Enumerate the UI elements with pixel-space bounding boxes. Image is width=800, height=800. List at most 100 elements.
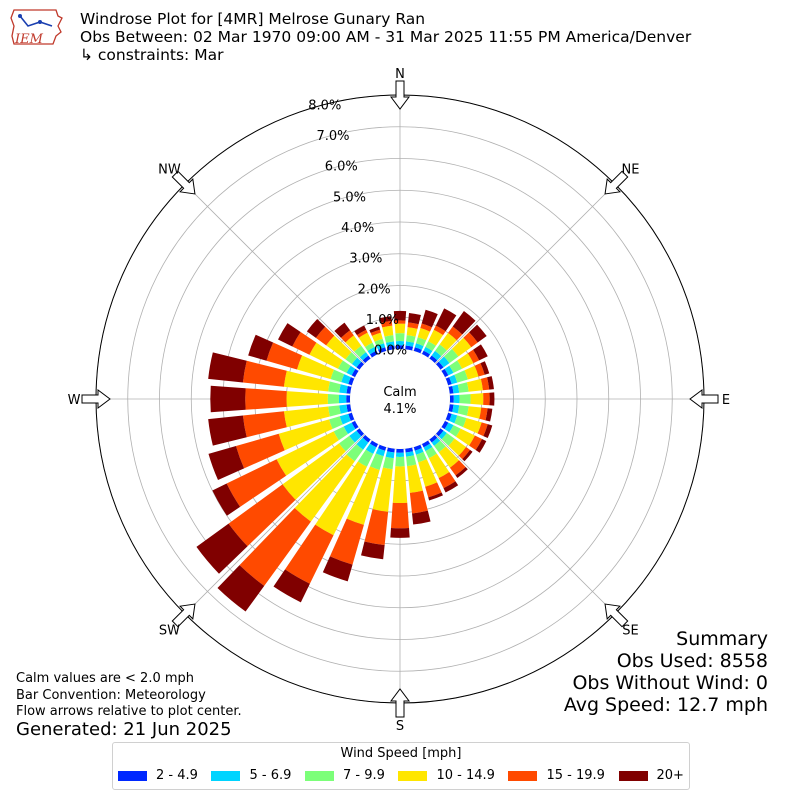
- wind-bar-segment: [354, 345, 366, 358]
- legend-title: Wind Speed [mph]: [340, 746, 462, 761]
- wind-bar-segment: [210, 385, 246, 413]
- wind-bar-segment: [346, 466, 380, 525]
- wind-bar-segment: [356, 361, 365, 370]
- legend-item: 20+: [618, 768, 684, 783]
- legend-item: 7 - 9.9: [304, 768, 385, 783]
- wind-bar-segment: [445, 377, 452, 386]
- wind-bar-segment: [228, 484, 296, 547]
- wind-bar-segment: [394, 323, 406, 334]
- chart-header: Windrose Plot for [4MR] Melrose Gunary R…: [80, 10, 691, 64]
- wind-bar-segment: [362, 434, 371, 443]
- wind-bar-segment: [276, 431, 339, 476]
- wind-bar-segment: [369, 440, 379, 448]
- wind-bar-segment: [428, 492, 443, 501]
- wind-bar-segment: [444, 422, 454, 433]
- wind-bar-segment: [348, 377, 355, 386]
- wind-bar-segment: [361, 541, 385, 560]
- radial-tick-label: 7.0%: [317, 129, 350, 144]
- wind-bar-segment: [341, 374, 351, 385]
- wind-bar-segment: [469, 324, 487, 343]
- wind-bar-segment: [480, 361, 490, 375]
- compass-arrow: [171, 170, 196, 195]
- wind-bar-segment: [441, 368, 449, 378]
- wind-bar-segment: [409, 490, 428, 514]
- wind-bar-segment: [376, 343, 386, 350]
- wind-bar-segment: [448, 326, 463, 341]
- wind-bar-segment: [480, 377, 490, 391]
- wind-bar-segment: [483, 392, 490, 406]
- wind-bar-segment: [334, 322, 351, 338]
- wind-bar-segment: [448, 404, 454, 413]
- wind-bar-segment: [382, 325, 394, 337]
- wind-bar-segment: [235, 433, 285, 469]
- wind-bar-segment: [435, 428, 444, 437]
- wind-bar-segment: [354, 325, 367, 336]
- wind-bar-segment: [349, 430, 362, 443]
- generated-date: Generated: 21 Jun 2025: [16, 719, 232, 740]
- wind-bar-segment: [337, 360, 351, 373]
- grid-spoke: [435, 434, 616, 615]
- wind-bar-segment: [369, 453, 384, 470]
- wind-bar-segment: [306, 319, 326, 338]
- wind-bar-segment: [487, 376, 494, 390]
- wind-bar-segment: [455, 428, 475, 446]
- wind-bar-segment: [425, 341, 436, 351]
- wind-bar-segment: [469, 435, 483, 451]
- wind-bar-segment: [441, 433, 455, 446]
- wind-bar-segment: [444, 365, 454, 376]
- chart-constraints: ↳ constraints: Mar: [80, 46, 224, 64]
- wind-bar-segment: [384, 335, 394, 343]
- wind-bar-segment: [438, 472, 456, 489]
- wind-bar-segment: [359, 352, 369, 361]
- wind-bar-segment: [364, 509, 389, 546]
- compass-arrow: [604, 170, 629, 195]
- wind-bar-segment: [457, 353, 474, 369]
- wind-bar-segment: [413, 347, 422, 354]
- iem-logo: IEM: [10, 9, 63, 47]
- wind-bar-segment: [449, 374, 458, 385]
- wind-bar-segment: [392, 466, 408, 503]
- wind-bar-segment: [434, 344, 447, 357]
- wind-bar-segment: [423, 346, 433, 355]
- wind-bar-segment: [415, 451, 427, 463]
- summary-obs-used: Obs Used: 8558: [616, 650, 768, 672]
- legend-swatch: [398, 770, 428, 781]
- wind-bar-segment: [470, 393, 484, 405]
- wind-bar-segment: [394, 320, 406, 324]
- wind-bar-segment: [408, 312, 421, 325]
- wind-bar-segment: [433, 325, 446, 336]
- wind-bar-segment: [455, 466, 468, 478]
- wind-bar-segment: [327, 393, 340, 405]
- wind-bar-segment: [356, 437, 369, 450]
- wind-bar-segment: [407, 464, 423, 493]
- wind-bar-segment: [458, 447, 470, 460]
- wind-bar-segment: [425, 447, 437, 459]
- legend-items: 2 - 4.9 5 - 6.9 7 - 9.9 10 - 14.9 15 - 1…: [118, 768, 684, 783]
- chart-period: Obs Between: 02 Mar 1970 09:00 AM - 31 M…: [80, 28, 692, 46]
- wind-bar-segment: [212, 483, 241, 516]
- wind-bar-segment: [346, 365, 356, 376]
- wind-bar-segment: [423, 443, 433, 452]
- wind-bar-segment: [405, 451, 415, 457]
- wind-bar-segment: [351, 368, 359, 378]
- wind-bar-segment: [464, 365, 479, 380]
- wind-bar-segment: [396, 448, 404, 453]
- wind-bar-segment: [364, 342, 375, 351]
- wind-bar-segment: [386, 345, 395, 351]
- wind-bar-segment: [379, 316, 392, 323]
- legend-label: 2 - 4.9: [156, 768, 198, 783]
- radial-tick-label: 0.0%: [374, 344, 407, 359]
- wind-bar-segment: [208, 352, 247, 383]
- wind-bar-segment: [434, 440, 446, 453]
- wind-bar-segment: [463, 418, 482, 434]
- wind-bar-segment: [395, 456, 405, 467]
- wind-bar-segment: [395, 452, 405, 457]
- wind-bar-segment: [473, 344, 488, 361]
- wind-bar-segment: [294, 454, 355, 522]
- wind-bar-segment: [395, 341, 405, 346]
- wind-bar-segment: [282, 443, 346, 500]
- wind-bar-segment: [345, 352, 358, 365]
- chart-notes: Calm values are < 2.0 mph Bar Convention…: [16, 671, 242, 721]
- grid-spoke: [435, 183, 616, 364]
- wind-bar-segment: [286, 391, 328, 407]
